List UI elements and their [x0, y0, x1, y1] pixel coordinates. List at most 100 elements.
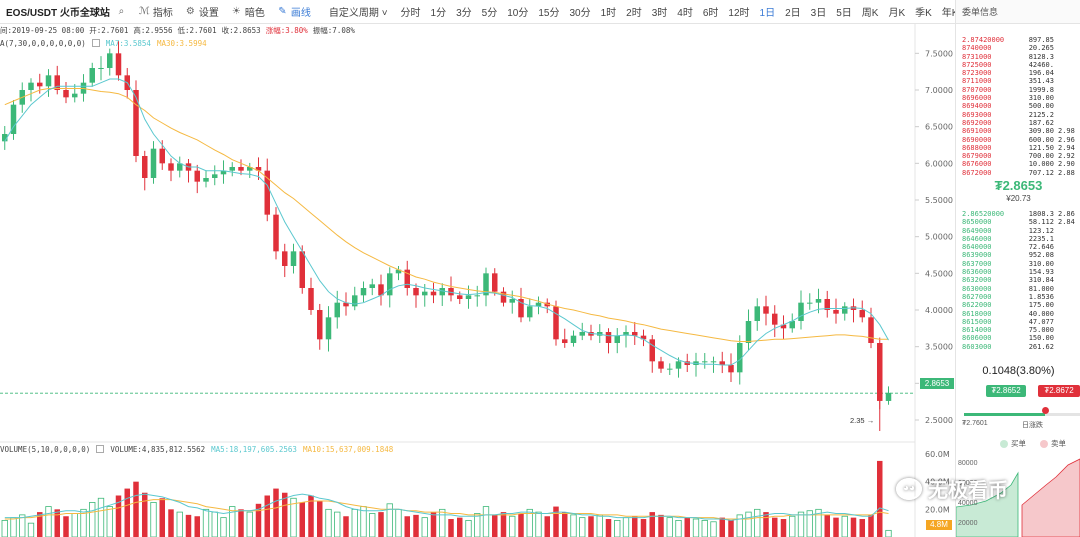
- bid-row[interactable]: 8636000 154.93: [956, 268, 1080, 276]
- period-tab[interactable]: 10分: [507, 8, 529, 19]
- bid-row[interactable]: 8614000 75.000: [956, 326, 1080, 334]
- period-tab[interactable]: 1分: [430, 8, 447, 19]
- ask-row[interactable]: 8731000 8128.3: [956, 53, 1080, 61]
- volume-bar: [115, 495, 122, 537]
- bid-total: [1058, 285, 1078, 293]
- volume-bar: [658, 514, 664, 537]
- period-tab[interactable]: 1日: [759, 8, 776, 19]
- bid-row[interactable]: 8637000 310.00: [956, 260, 1080, 268]
- ask-row[interactable]: 8696000 310.00: [956, 94, 1080, 102]
- period-tab[interactable]: 5分: [481, 8, 498, 19]
- bid-row[interactable]: 8627000 1.8536: [956, 293, 1080, 301]
- ask-row[interactable]: 8676000 10.000 2.90: [956, 160, 1080, 168]
- candle-body: [465, 295, 472, 299]
- period-tab[interactable]: 6时: [702, 8, 719, 19]
- ask-row[interactable]: 8679000 700.00 2.92: [956, 152, 1080, 160]
- bid-row[interactable]: 8646000 2235.1: [956, 235, 1080, 243]
- period-tab[interactable]: 季K: [915, 8, 932, 19]
- bid-row[interactable]: 8630000 81.000: [956, 285, 1080, 293]
- volume-bar: [168, 509, 174, 537]
- ask-price: 8707000: [962, 85, 992, 94]
- period-tab[interactable]: 1时: [600, 8, 617, 19]
- bid-row[interactable]: 8650000 58.112 2.84: [956, 218, 1080, 226]
- volume-value: VOLUME:4,835,812.5562: [110, 444, 206, 454]
- candle-body: [404, 269, 410, 288]
- bid-row[interactable]: 8649000 123.12: [956, 227, 1080, 235]
- volume-bar: [71, 513, 78, 537]
- ask-row[interactable]: 8688000 121.50 2.94: [956, 144, 1080, 152]
- ask-row[interactable]: 8723000 196.04: [956, 69, 1080, 77]
- volume-settings-checkbox[interactable]: [96, 445, 105, 453]
- bid-row[interactable]: 8639000 952.08: [956, 251, 1080, 259]
- bid-row[interactable]: 8632000 310.84: [956, 276, 1080, 284]
- ask-row[interactable]: 2.87420000 897.85: [956, 36, 1080, 44]
- draw-line-button[interactable]: ✎ 画线: [277, 4, 311, 19]
- ask-amount: 351.43: [1028, 77, 1054, 86]
- buy-price-button[interactable]: ₮2.8652: [986, 385, 1026, 397]
- period-tab[interactable]: 3分: [456, 8, 472, 19]
- period-tab[interactable]: 3日: [810, 8, 827, 19]
- period-tab[interactable]: 5日: [836, 8, 852, 19]
- period-tab[interactable]: 15分: [538, 8, 560, 19]
- candle-body: [754, 306, 760, 321]
- ask-row[interactable]: 8707000 1999.8: [956, 86, 1080, 94]
- ask-row[interactable]: 8693000 2125.2: [956, 111, 1080, 119]
- search-button[interactable]: ⌕: [116, 6, 127, 17]
- settings-button[interactable]: ⚙ 设置: [185, 4, 219, 19]
- ask-row[interactable]: 8692000 187.62: [956, 119, 1080, 127]
- volume-bar: [299, 502, 305, 537]
- ask-row[interactable]: 8690000 600.00 2.96: [956, 136, 1080, 144]
- volume-params: VOLUME(5,10,0,0,0,0): [0, 444, 91, 454]
- ask-row[interactable]: 8672000 707.12 2.88: [956, 169, 1080, 177]
- bid-row[interactable]: 2.86520000 1808.3 2.86: [956, 210, 1080, 218]
- bid-row[interactable]: 8606000 150.00: [956, 334, 1080, 342]
- bid-row[interactable]: 8603000 261.62: [956, 343, 1080, 351]
- volume-bar: [351, 508, 358, 537]
- low-price-marker: 2.35 →: [850, 416, 875, 425]
- ask-total: 2.94: [1058, 143, 1075, 152]
- ask-row[interactable]: 8691000 309.80 2.98: [956, 127, 1080, 135]
- period-tab[interactable]: 2日: [785, 8, 801, 19]
- bid-amount: 1.8536: [1028, 292, 1054, 301]
- ma-settings-checkbox[interactable]: [91, 39, 100, 47]
- ask-price: 2.87420000: [962, 36, 1005, 44]
- ma-indicator-line: A(7,30,0,0,0,0,0,0) MA7:3.5854 MA30:3.59…: [0, 37, 207, 49]
- sell-price-button[interactable]: ₮2.8672: [1038, 385, 1080, 397]
- ask-row[interactable]: 8694000 500.00: [956, 102, 1080, 110]
- period-tab[interactable]: 4时: [677, 8, 693, 19]
- period-tab[interactable]: 12时: [728, 8, 750, 19]
- period-tab[interactable]: 年K: [941, 8, 959, 19]
- vma5-line: [4, 493, 889, 521]
- bid-amount: 150.00: [1028, 334, 1054, 343]
- period-tab[interactable]: 2时: [626, 8, 642, 19]
- volume-bar: [701, 519, 708, 537]
- ask-row[interactable]: 8711000 351.43: [956, 77, 1080, 85]
- period-tab[interactable]: 月K: [888, 8, 906, 19]
- vma10-value: MA10:15,637,009.1848: [302, 444, 394, 454]
- ask-price: 8694000: [962, 102, 992, 111]
- bid-row[interactable]: 8618000 40.000: [956, 310, 1080, 318]
- period-tab[interactable]: 分时: [400, 8, 421, 19]
- bid-price: 8649000: [962, 226, 992, 235]
- candle-body: [159, 148, 165, 164]
- ask-row[interactable]: 8740000 20.265: [956, 44, 1080, 52]
- period-tab[interactable]: 周K: [861, 8, 879, 19]
- candlestick-chart[interactable]: 7.5000 7.0000 6.5000 6.0000 5.5000 5.0000 4.50…: [0, 24, 955, 537]
- ask-price: 8723000: [962, 69, 992, 78]
- candle-body: [45, 75, 52, 87]
- bid-total: [1058, 251, 1078, 259]
- candle-body: [798, 302, 804, 321]
- indicator-button[interactable]: ℳ 指标: [139, 4, 173, 19]
- period-tab[interactable]: 3时: [651, 8, 668, 19]
- theme-button[interactable]: ☀ 暗色: [231, 4, 265, 19]
- bid-row[interactable]: 8640000 72.646: [956, 243, 1080, 251]
- volume-bar: [562, 512, 568, 537]
- period-tab[interactable]: 30分: [569, 8, 591, 19]
- custom-period-dropdown[interactable]: 自定义周期 ˅: [328, 8, 388, 19]
- volume-bar: [482, 506, 490, 537]
- bid-row[interactable]: 8615000 47.077: [956, 318, 1080, 326]
- bid-row[interactable]: 8622000 175.00: [956, 301, 1080, 309]
- ask-row[interactable]: 8725000 42460.: [956, 61, 1080, 69]
- pair-title[interactable]: EOS/USDT 火币全球站: [6, 8, 110, 19]
- bid-amount: 310.84: [1028, 276, 1054, 285]
